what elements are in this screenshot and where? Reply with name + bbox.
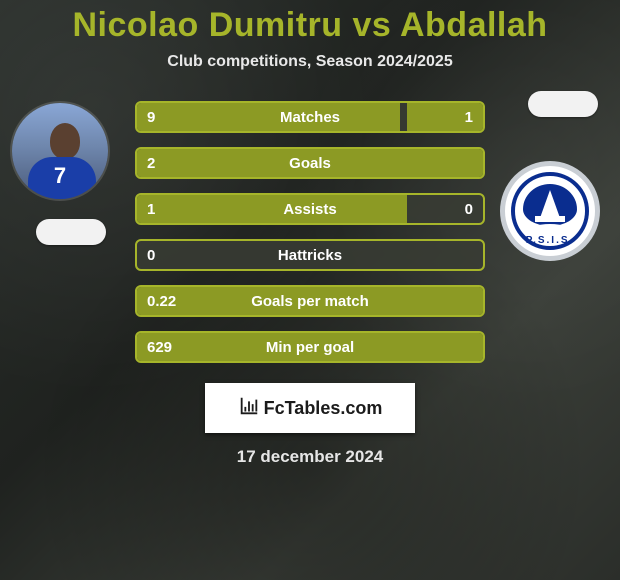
date-stamp: 17 december 2024: [237, 447, 384, 467]
player-right-badge: P.S.I.S.: [500, 161, 600, 261]
brand-text: FcTables.com: [264, 398, 383, 419]
player-right-flag: [528, 91, 598, 117]
stat-label: Goals: [137, 149, 483, 177]
player-left-jersey-number: 7: [12, 163, 108, 189]
stats-container: 91Matches 2Goals 10Assists 0Hattricks 0.22Go…: [135, 101, 485, 363]
stat-row: 0.22Goals per match: [135, 285, 485, 317]
player-left-avatar: 7: [10, 101, 110, 201]
stat-label: Min per goal: [137, 333, 483, 361]
brand-box: FcTables.com: [205, 383, 415, 433]
stat-label: Assists: [137, 195, 483, 223]
stat-row: 2Goals: [135, 147, 485, 179]
stat-row: 91Matches: [135, 101, 485, 133]
player-right-badge-text: P.S.I.S.: [505, 235, 595, 246]
stat-row: 10Assists: [135, 193, 485, 225]
stat-label: Matches: [137, 103, 483, 131]
chart-icon: [238, 395, 260, 422]
stat-row: 0Hattricks: [135, 239, 485, 271]
stat-row: 629Min per goal: [135, 331, 485, 363]
stat-label: Hattricks: [137, 241, 483, 269]
page-title: Nicolao Dumitru vs Abdallah: [72, 6, 547, 45]
stat-label: Goals per match: [137, 287, 483, 315]
content-wrapper: Nicolao Dumitru vs Abdallah Club competi…: [0, 0, 620, 580]
comparison-arena: 7 P.S.I.S. 91Matches 2Goals 10Assists 0Hatt…: [0, 101, 620, 377]
subtitle: Club competitions, Season 2024/2025: [167, 53, 452, 71]
player-left-flag: [36, 219, 106, 245]
